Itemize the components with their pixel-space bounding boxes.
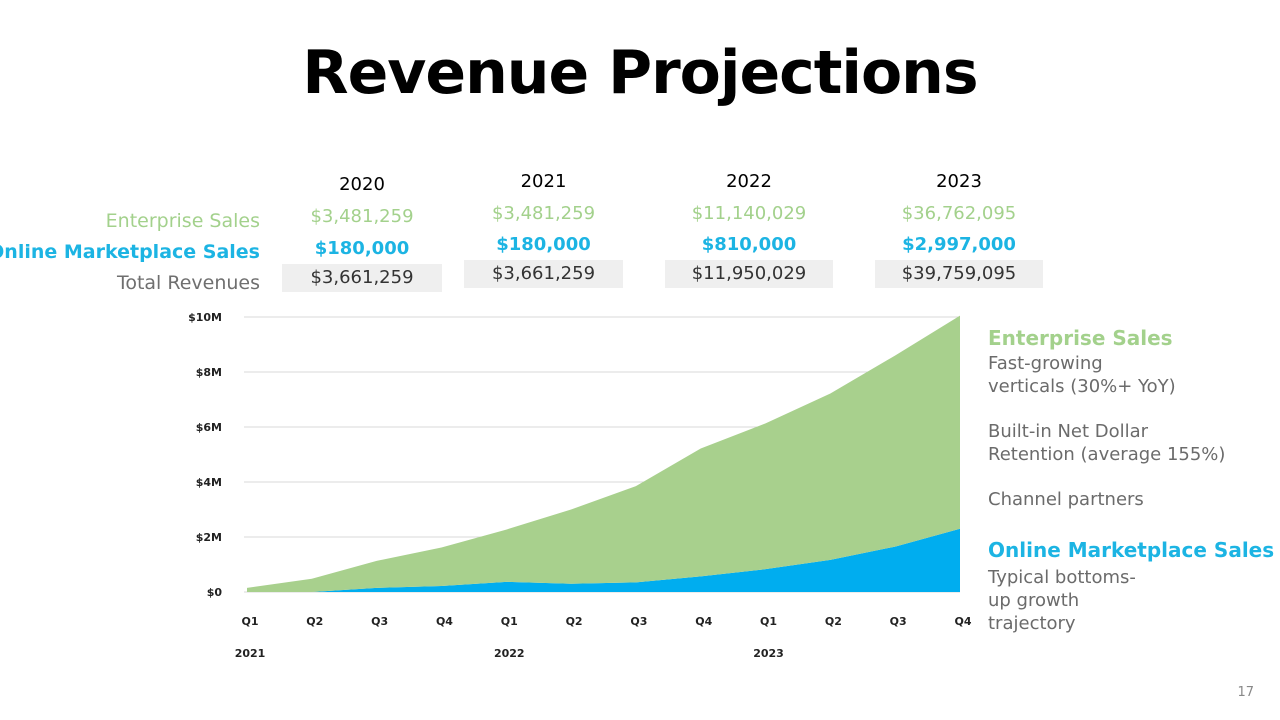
x-tick-label: Q1: [241, 615, 258, 628]
slide-title: Revenue Projections: [302, 38, 978, 108]
x-year-label: 2021: [235, 647, 266, 660]
sidebar-enterprise-point: Built-in Net Dollar Retention (average 1…: [988, 421, 1226, 465]
y-tick-label: $8M: [196, 366, 222, 379]
x-tick-label: Q2: [306, 615, 323, 628]
x-year-label: 2023: [753, 647, 784, 660]
area-series: [247, 528, 960, 592]
x-axis-years: 2021 2022 2023: [235, 647, 784, 660]
x-tick-label: Q2: [825, 615, 842, 628]
y-tick-label: $10M: [188, 311, 222, 324]
enterprise-value-2023: $36,762,095: [901, 203, 1017, 224]
x-tick-label: Q1: [760, 615, 777, 628]
chart-areas: [247, 315, 960, 592]
year-header-2020: 2020: [339, 174, 385, 195]
sidebar-enterprise-point: Fast-growing verticals (30%+ YoY): [988, 353, 1176, 397]
year-header-2021: 2021: [520, 171, 567, 192]
total-value-2021: $3,661,259: [464, 260, 623, 288]
year-header-2022: 2022: [726, 171, 772, 192]
online-value-2021: $180,000: [496, 234, 591, 255]
online-value-2020: $180,000: [314, 238, 410, 259]
area-series: [247, 315, 960, 592]
online-value-2022: $810,000: [701, 234, 797, 255]
row-label-enterprise: Enterprise Sales: [105, 210, 260, 232]
sidebar-enterprise-point: Channel partners: [988, 489, 1144, 510]
y-tick-label: $6M: [196, 421, 222, 434]
sidebar-enterprise-heading: Enterprise Sales: [988, 326, 1173, 350]
x-tick-label: Q4: [695, 615, 712, 628]
y-tick-label: $0: [207, 586, 223, 599]
x-tick-label: Q3: [890, 615, 907, 628]
row-label-online: Online Marketplace Sales: [0, 241, 260, 263]
sidebar-online-point: Typical bottoms-up growth trajectory: [988, 567, 1136, 634]
x-tick-label: Q4: [954, 615, 971, 628]
x-tick-label: Q2: [566, 615, 583, 628]
enterprise-value-2022: $11,140,029: [691, 203, 807, 224]
x-tick-label: Q3: [630, 615, 647, 628]
y-tick-label: $2M: [196, 531, 222, 544]
total-value-2020: $3,661,259: [282, 264, 442, 292]
enterprise-value-2021: $3,481,259: [491, 203, 596, 224]
x-tick-label: Q1: [501, 615, 518, 628]
x-axis-ticks: Q1 Q2 Q3 Q4 Q1 Q2 Q3 Q4 Q1 Q2 Q3 Q4: [241, 615, 971, 628]
x-tick-label: Q4: [436, 615, 453, 628]
total-value-2023: $39,759,095: [875, 260, 1043, 288]
total-value-2022: $11,950,029: [665, 260, 833, 288]
x-year-label: 2022: [494, 647, 525, 660]
x-tick-label: Q3: [371, 615, 388, 628]
enterprise-value-2020: $3,481,259: [310, 206, 414, 227]
row-label-total: Total Revenues: [116, 272, 260, 294]
year-header-2023: 2023: [936, 171, 982, 192]
page-number: 17: [1237, 685, 1254, 700]
sidebar-online-heading: Online Marketplace Sales: [988, 538, 1275, 562]
y-tick-label: $4M: [196, 476, 222, 489]
online-value-2023: $2,997,000: [902, 234, 1016, 255]
y-axis-ticks: $0 $2M $4M $6M $8M $10M: [188, 311, 222, 599]
